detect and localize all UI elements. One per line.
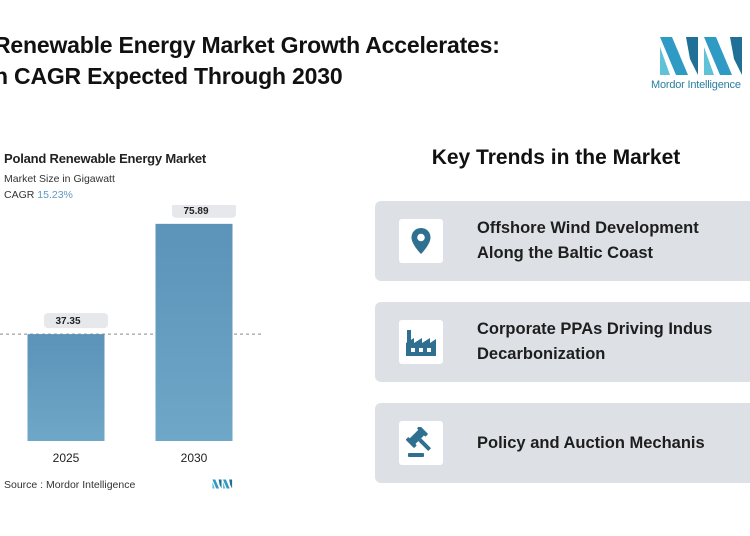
trend-card-corporate-ppas: Corporate PPAs Driving Indus Decarboniza… bbox=[375, 302, 750, 382]
trend-card-policy-auction: Policy and Auction Mechanis bbox=[375, 403, 750, 483]
source-logo-icon bbox=[212, 479, 233, 489]
cagr-value: 15.23% bbox=[37, 189, 73, 201]
factory-icon bbox=[406, 330, 436, 356]
trend-line-1: Offshore Wind Development bbox=[477, 219, 699, 237]
location-pin-icon bbox=[411, 228, 431, 254]
data-label-bg-2030 bbox=[172, 205, 236, 218]
source-name: Mordor Intelligence bbox=[46, 479, 136, 491]
bar-2030 bbox=[155, 223, 233, 441]
trend-line-2: Along the Baltic Coast bbox=[477, 244, 654, 262]
gavel-icon bbox=[405, 427, 432, 457]
key-trends-title: Key Trends in the Market bbox=[431, 146, 681, 169]
brand-logo-text: Mordor Intelligence bbox=[651, 79, 741, 91]
x-tick-label-2030: 2030 bbox=[181, 451, 208, 465]
trend-icon-box bbox=[399, 421, 443, 465]
chart-subtitle: Market Size in Gigawatt bbox=[4, 173, 115, 185]
trend-text: Offshore Wind Development Along the Balt… bbox=[477, 201, 750, 281]
trend-text: Corporate PPAs Driving Indus Decarboniza… bbox=[477, 302, 750, 382]
data-label-bg-2025 bbox=[44, 313, 108, 329]
bar-2025 bbox=[27, 334, 105, 441]
bar-chart: 37.35 2025 75.89 2030 bbox=[0, 205, 262, 465]
cagr-label: CAGR 15.23% bbox=[4, 189, 73, 201]
source-note: Source : Mordor Intelligence bbox=[4, 479, 135, 491]
headline-line-2: n CAGR Expected Through 2030 bbox=[0, 63, 343, 89]
trend-card-offshore-wind: Offshore Wind Development Along the Balt… bbox=[375, 201, 750, 281]
x-tick-label-2025: 2025 bbox=[53, 451, 80, 465]
trend-icon-box bbox=[399, 320, 443, 364]
trend-text: Policy and Auction Mechanis bbox=[477, 403, 750, 483]
trend-line-1: Corporate PPAs Driving Indus bbox=[477, 320, 713, 338]
page-headline: Renewable Energy Market Growth Accelerat… bbox=[0, 30, 614, 92]
source-label: Source : bbox=[4, 479, 44, 491]
headline-line-1: Renewable Energy Market Growth Accelerat… bbox=[0, 32, 500, 58]
brand-logo: Mordor Intelligence bbox=[650, 33, 750, 95]
chart-title: Poland Renewable Energy Market bbox=[4, 151, 207, 166]
cagr-label-text: CAGR bbox=[4, 189, 35, 201]
trend-line-2: Decarbonization bbox=[477, 345, 606, 363]
data-label-2030: 75.89 bbox=[183, 206, 208, 217]
trend-line-1: Policy and Auction Mechanis bbox=[477, 433, 705, 452]
trend-icon-box bbox=[399, 219, 443, 263]
brand-logo-mark-icon bbox=[660, 37, 742, 75]
data-label-2025: 37.35 bbox=[55, 316, 80, 327]
